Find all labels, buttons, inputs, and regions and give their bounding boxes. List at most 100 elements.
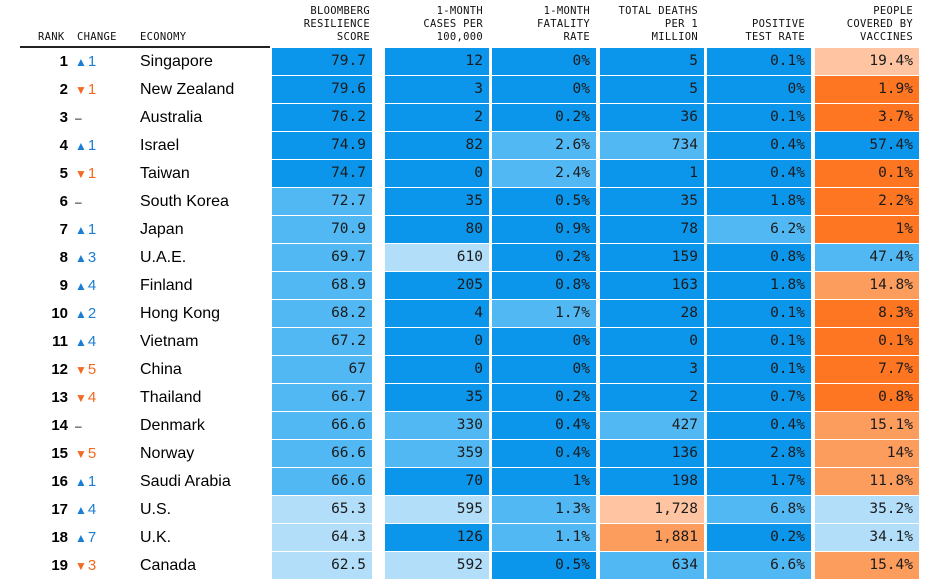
positive-cell: 0.1% xyxy=(707,356,811,383)
change-value: 1 xyxy=(87,53,97,70)
change-cell: ▲7 xyxy=(75,524,115,551)
positive-cell: 1.8% xyxy=(707,272,811,299)
cases-cell: 0 xyxy=(385,328,489,355)
deaths-cell: 36 xyxy=(600,104,704,131)
score-cell: 69.7 xyxy=(272,244,372,271)
deaths-cell: 1 xyxy=(600,160,704,187)
table-row: 12 ▼5 China 67 0 0% 3 0.1% 7.7% xyxy=(0,356,926,384)
change-cell: ▲4 xyxy=(75,496,115,523)
deaths-cell: 28 xyxy=(600,300,704,327)
vaccines-cell: 19.4% xyxy=(815,48,919,75)
fatality-cell: 0.4% xyxy=(492,412,596,439)
positive-cell: 2.8% xyxy=(707,440,811,467)
change-cell: ▲1 xyxy=(75,48,115,75)
cases-cell: 0 xyxy=(385,160,489,187)
header-score: BLOOMBERG RESILIENCE SCORE xyxy=(303,5,370,43)
change-cell: ▼1 xyxy=(75,160,115,187)
dash-icon: – xyxy=(75,419,82,433)
cases-cell: 70 xyxy=(385,468,489,495)
header-fatality: 1-MONTH FATALITY RATE xyxy=(537,5,590,43)
deaths-cell: 634 xyxy=(600,552,704,579)
economy-cell: U.A.E. xyxy=(140,249,187,266)
table-body: 1 ▲1 Singapore 79.7 12 0% 5 0.1% 19.4% 2 ▼1 New Zea… xyxy=(0,48,926,580)
vaccines-cell: 0.8% xyxy=(815,384,919,411)
deaths-cell: 0 xyxy=(600,328,704,355)
deaths-cell: 136 xyxy=(600,440,704,467)
economy-cell: New Zealand xyxy=(140,81,235,98)
rank-cell: 6 xyxy=(59,193,68,210)
dash-icon: – xyxy=(75,111,82,125)
rank-cell: 7 xyxy=(59,221,68,238)
score-cell: 72.7 xyxy=(272,188,372,215)
table-row: 14– Denmark 66.6 330 0.4% 427 0.4% 15.1% xyxy=(0,412,926,440)
fatality-cell: 0% xyxy=(492,328,596,355)
table-row: 4 ▲1 Israel 74.9 82 2.6% 734 0.4% 57.4% xyxy=(0,132,926,160)
economy-cell: Vietnam xyxy=(140,333,199,350)
fatality-cell: 1.7% xyxy=(492,300,596,327)
rank-cell: 2 xyxy=(59,81,68,98)
economy-cell: Japan xyxy=(140,221,184,238)
change-cell: ▼5 xyxy=(75,440,115,467)
economy-cell: Saudi Arabia xyxy=(140,473,231,490)
positive-cell: 0.4% xyxy=(707,160,811,187)
vaccines-cell: 7.7% xyxy=(815,356,919,383)
table-row: 1 ▲1 Singapore 79.7 12 0% 5 0.1% 19.4% xyxy=(0,48,926,76)
dash-icon: – xyxy=(75,195,82,209)
fatality-cell: 0.4% xyxy=(492,440,596,467)
triangle-up-icon: ▲ xyxy=(75,55,87,69)
vaccines-cell: 14% xyxy=(815,440,919,467)
triangle-up-icon: ▲ xyxy=(75,139,87,153)
positive-cell: 1.7% xyxy=(707,468,811,495)
fatality-cell: 0.5% xyxy=(492,552,596,579)
positive-cell: 6.6% xyxy=(707,552,811,579)
economy-cell: Singapore xyxy=(140,53,213,70)
table-row: 7 ▲1 Japan 70.9 80 0.9% 78 6.2% 1% xyxy=(0,216,926,244)
change-value: 7 xyxy=(87,529,97,546)
vaccines-cell: 34.1% xyxy=(815,524,919,551)
score-cell: 66.6 xyxy=(272,412,372,439)
positive-cell: 0.2% xyxy=(707,524,811,551)
change-value: 3 xyxy=(87,249,97,266)
change-value: 1 xyxy=(87,81,97,98)
score-cell: 70.9 xyxy=(272,216,372,243)
economy-cell: Canada xyxy=(140,557,197,574)
fatality-cell: 0% xyxy=(492,76,596,103)
fatality-cell: 1.3% xyxy=(492,496,596,523)
fatality-cell: 0.8% xyxy=(492,272,596,299)
change-value: 2 xyxy=(87,305,97,322)
fatality-cell: 0.9% xyxy=(492,216,596,243)
deaths-cell: 5 xyxy=(600,48,704,75)
vaccines-cell: 0.1% xyxy=(815,160,919,187)
table-row: 13 ▼4 Thailand 66.7 35 0.2% 2 0.7% 0.8% xyxy=(0,384,926,412)
change-cell: – xyxy=(75,412,115,439)
fatality-cell: 2.6% xyxy=(492,132,596,159)
score-cell: 66.6 xyxy=(272,468,372,495)
vaccines-cell: 57.4% xyxy=(815,132,919,159)
economy-cell: China xyxy=(140,361,182,378)
economy-cell: Denmark xyxy=(140,417,205,434)
positive-cell: 0.1% xyxy=(707,104,811,131)
fatality-cell: 0.5% xyxy=(492,188,596,215)
positive-cell: 0.1% xyxy=(707,48,811,75)
cases-cell: 330 xyxy=(385,412,489,439)
cases-cell: 35 xyxy=(385,188,489,215)
rank-cell: 11 xyxy=(52,333,68,350)
rank-cell: 14 xyxy=(51,417,68,434)
deaths-cell: 427 xyxy=(600,412,704,439)
score-cell: 66.7 xyxy=(272,384,372,411)
change-value: 4 xyxy=(87,277,97,294)
vaccines-cell: 15.1% xyxy=(815,412,919,439)
triangle-down-icon: ▼ xyxy=(75,363,87,377)
triangle-down-icon: ▼ xyxy=(75,447,87,461)
triangle-down-icon: ▼ xyxy=(75,559,87,573)
positive-cell: 0.4% xyxy=(707,132,811,159)
change-value: 1 xyxy=(87,137,97,154)
economy-cell: U.K. xyxy=(140,529,172,546)
cases-cell: 80 xyxy=(385,216,489,243)
economy-cell: Hong Kong xyxy=(140,305,221,322)
header-change: CHANGE xyxy=(77,31,117,43)
vaccines-cell: 3.7% xyxy=(815,104,919,131)
rank-cell: 5 xyxy=(59,165,68,182)
change-value: 1 xyxy=(87,221,97,238)
economy-cell: Finland xyxy=(140,277,193,294)
